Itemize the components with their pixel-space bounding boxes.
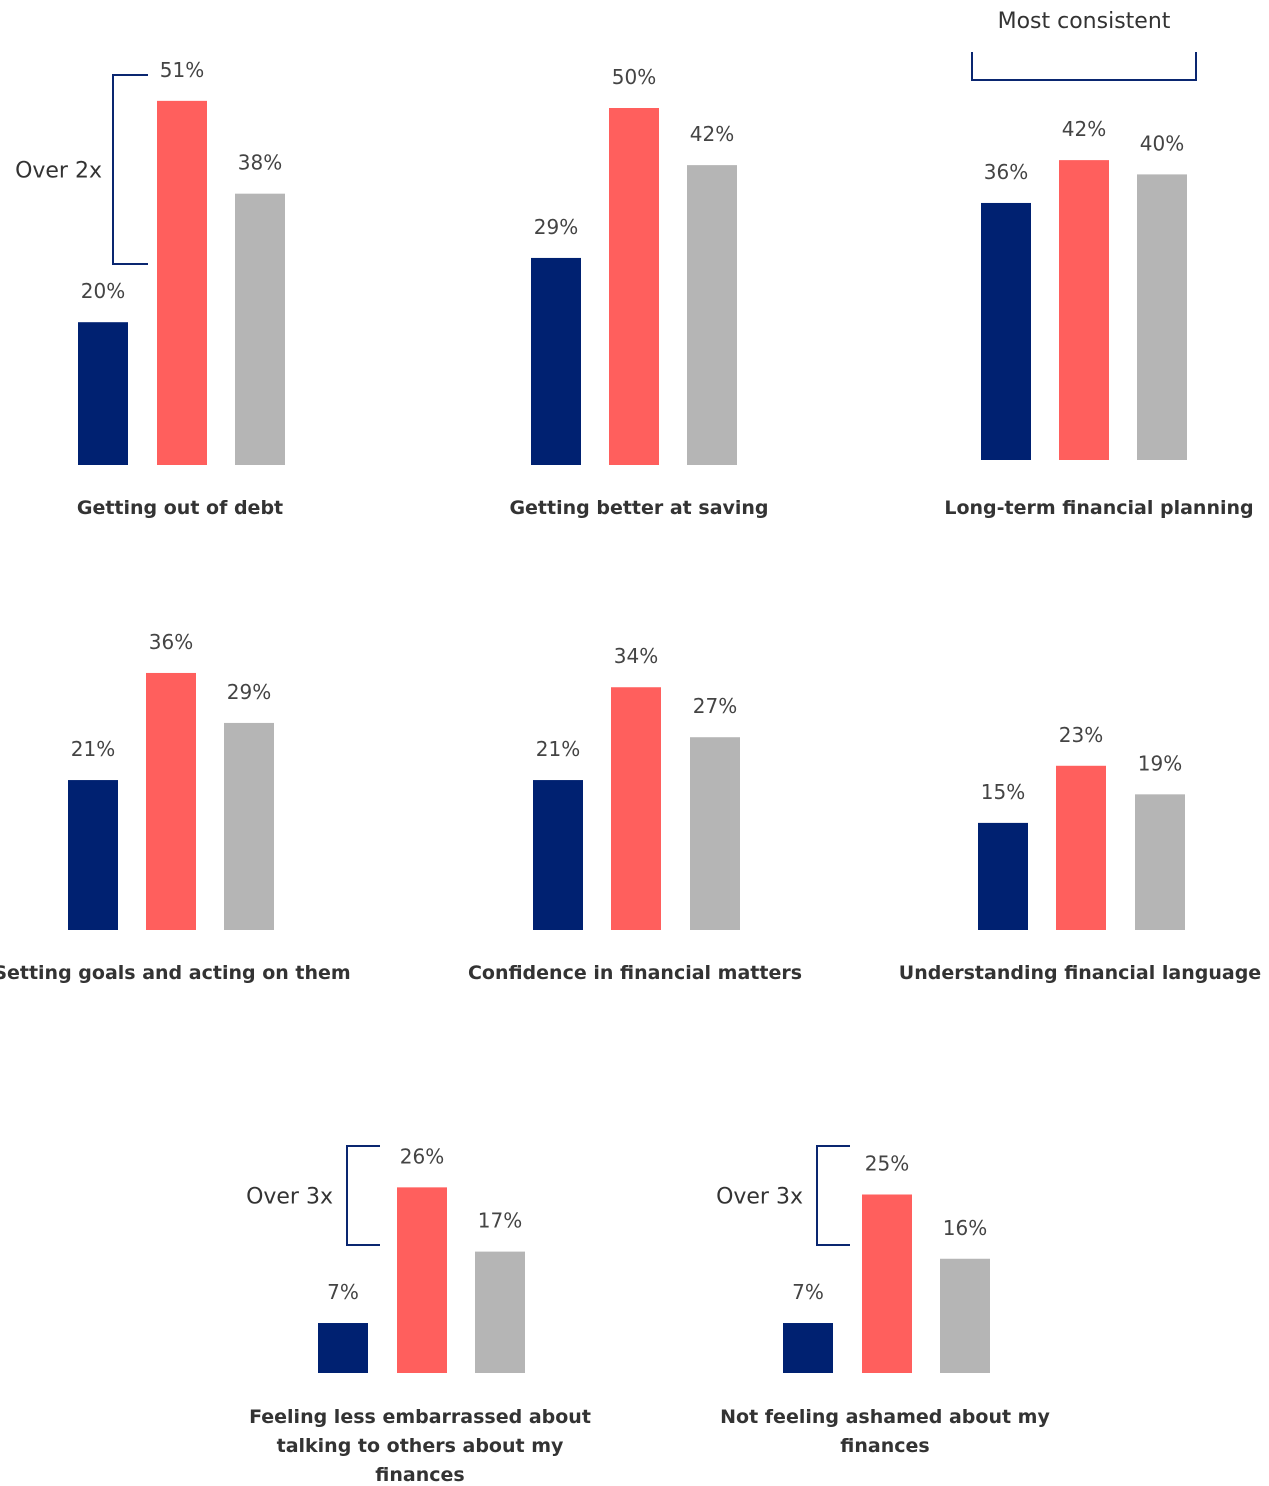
bar xyxy=(157,100,207,466)
panel-title: Understanding financial language xyxy=(898,962,1262,984)
bracket xyxy=(112,74,148,265)
bar xyxy=(146,672,196,930)
bar xyxy=(68,780,118,930)
panel-title: Getting better at saving xyxy=(509,497,769,519)
panel-title: Long-term financial planning xyxy=(944,497,1254,519)
bar xyxy=(1059,160,1109,460)
value-label: 7% xyxy=(792,1280,824,1304)
bar xyxy=(1137,174,1187,460)
value-label: 42% xyxy=(1062,117,1106,141)
bar xyxy=(690,737,740,930)
bar xyxy=(224,722,274,930)
bar xyxy=(783,1323,833,1373)
bar xyxy=(475,1251,525,1373)
panel-title: Setting goals and acting on them xyxy=(0,962,351,984)
panel-title: Getting out of debt xyxy=(76,497,284,519)
bracket xyxy=(816,1145,850,1246)
annotation: Over 2x xyxy=(15,159,102,184)
value-label: 29% xyxy=(534,215,578,239)
value-label: 27% xyxy=(693,694,737,718)
value-label: 20% xyxy=(81,279,125,303)
value-label: 51% xyxy=(160,58,204,82)
value-label: 21% xyxy=(71,737,115,761)
value-label: 21% xyxy=(536,737,580,761)
bar xyxy=(981,202,1031,460)
annotation: Over 3x xyxy=(716,1185,803,1210)
bar xyxy=(78,322,128,465)
value-label: 40% xyxy=(1140,131,1184,155)
value-label: 16% xyxy=(943,1216,987,1240)
bracket xyxy=(346,1145,380,1246)
value-label: 7% xyxy=(327,1280,359,1304)
bar xyxy=(533,780,583,930)
bar xyxy=(1056,765,1106,930)
value-label: 25% xyxy=(865,1152,909,1176)
bar xyxy=(397,1187,447,1373)
value-label: 38% xyxy=(238,151,282,175)
bar xyxy=(687,165,737,465)
value-label: 17% xyxy=(478,1209,522,1233)
value-label: 34% xyxy=(614,644,658,668)
bar xyxy=(235,193,285,465)
annotation: Over 3x xyxy=(246,1185,333,1210)
bar xyxy=(531,257,581,465)
bar xyxy=(940,1258,990,1373)
value-label: 19% xyxy=(1138,751,1182,775)
value-label: 15% xyxy=(981,780,1025,804)
value-label: 26% xyxy=(400,1144,444,1168)
value-label: 36% xyxy=(149,630,193,654)
panel-title: Not feeling ashamed about my finances xyxy=(720,1406,1050,1457)
value-label: 50% xyxy=(612,65,656,89)
bar xyxy=(1135,794,1185,930)
bar xyxy=(609,108,659,465)
bar xyxy=(611,687,661,930)
value-label: 36% xyxy=(984,160,1028,184)
bar xyxy=(978,822,1028,930)
value-label: 29% xyxy=(227,680,271,704)
bar xyxy=(862,1194,912,1373)
bar xyxy=(318,1323,368,1373)
panel-title: Feeling less embarrassed about talking t… xyxy=(249,1406,591,1486)
annotation: Most consistent xyxy=(998,9,1171,34)
value-label: 42% xyxy=(690,122,734,146)
panel-title: Confidence in financial matters xyxy=(467,962,803,984)
value-label: 23% xyxy=(1059,723,1103,747)
bracket xyxy=(971,52,1197,81)
